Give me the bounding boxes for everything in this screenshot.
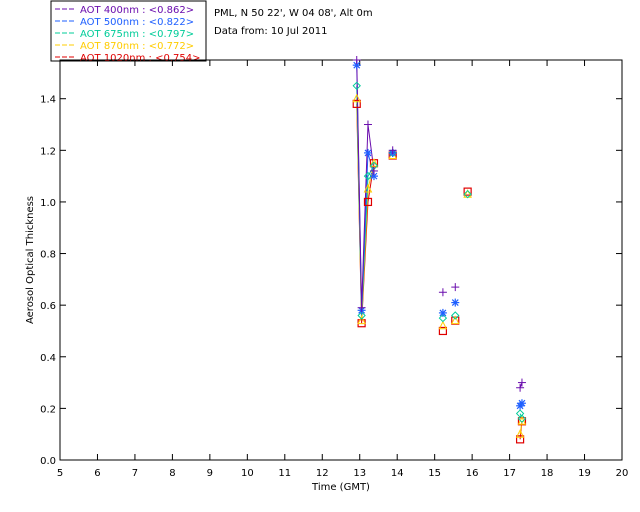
data-point [438,308,447,317]
x-axis-title: Time (GMT) [311,482,370,493]
series-markers [352,61,526,410]
data-point [451,283,460,292]
data-point [352,81,361,91]
series-line [356,65,523,407]
x-tick-label: 14 [391,468,404,479]
x-tick-label: 11 [278,468,291,479]
series-layer [352,56,527,444]
station-info: PML, N 50 22', W 04 08', Alt 0m [214,8,373,19]
data-point [352,93,362,103]
legend-entry: AOT 1020nm : <0.754> [80,53,200,64]
data-point [369,166,378,175]
data-point [363,148,372,157]
y-tick-label: 0.8 [40,250,56,261]
data-point [352,99,361,108]
legend-entry: AOT 675nm : <0.797> [80,29,194,40]
data-point [438,326,448,336]
x-tick-label: 9 [207,468,213,479]
legend-entry: AOT 500nm : <0.822> [80,17,194,28]
data-point [363,183,373,193]
y-tick-label: 0.2 [40,404,56,415]
data-point [450,315,460,325]
data-point [388,146,397,155]
data-point [352,61,361,70]
x-tick-label: 10 [241,468,254,479]
x-tick-label: 13 [353,468,366,479]
legend-box [50,0,207,62]
data-point [451,311,460,320]
data-point [363,171,373,181]
y-tick-label: 0.0 [40,456,56,467]
data-point [363,120,372,129]
x-tick-label: 16 [466,468,479,479]
x-axis: 5 6 7 8 9 10 11 12 13 14 15 16 17 18 19 20 [57,60,629,479]
data-point [438,320,448,330]
series-line [356,59,523,388]
x-tick-label: 18 [541,468,554,479]
series-path [519,421,523,435]
y-axis: 0.0 0.2 0.4 0.6 0.8 1.0 1.2 1.4 [40,95,622,467]
series-markers [352,93,527,438]
data-point [517,414,527,423]
plot-area [59,59,623,461]
y-tick-label: 0.4 [40,353,56,364]
series-markers [352,81,527,423]
data-point [515,429,525,438]
data-point [515,435,525,444]
y-tick-label: 1.4 [40,95,56,106]
series-line [356,85,523,419]
legend-entry: AOT 870nm : <0.772> [80,41,194,52]
y-tick-label: 0.6 [40,301,56,312]
series-markers [352,99,527,444]
legend-entry: AOT 400nm : <0.862> [80,5,194,16]
data-point [517,378,526,387]
data-point [369,158,379,167]
data-point [451,298,460,307]
x-tick-label: 12 [316,468,329,479]
data-point [357,315,366,325]
y-tick-label: 1.2 [40,146,56,157]
data-point [438,313,448,323]
data-point [357,303,366,312]
data-point [357,311,366,320]
series-path [356,59,375,308]
data-point [352,56,361,64]
y-axis-title: Aerosol Optical Thickness [25,196,36,324]
x-tick-label: 7 [132,468,138,479]
x-tick-label: 5 [57,468,63,479]
x-tick-label: 19 [578,468,591,479]
series-line [356,98,523,435]
x-tick-label: 8 [169,468,175,479]
data-point [516,383,525,392]
data-point [463,189,472,199]
data-point [363,197,373,207]
data-point [438,288,447,297]
data-point [463,187,472,196]
series-line [356,103,523,440]
legend: AOT 400nm : <0.862>AOT 500nm : <0.822>AO… [50,0,207,64]
y-tick-label: 1.0 [40,198,56,209]
x-tick-label: 20 [616,468,629,479]
x-tick-label: 6 [94,468,100,479]
x-tick-label: 15 [428,468,441,479]
x-tick-label: 17 [503,468,516,479]
data-point [517,399,526,408]
date-info: Data from: 10 Jul 2011 [214,26,327,37]
series-markers [352,56,526,392]
